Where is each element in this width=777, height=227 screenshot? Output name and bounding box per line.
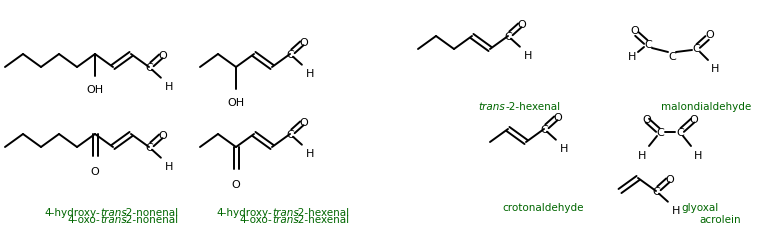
Text: C: C bbox=[286, 129, 294, 139]
Text: trans: trans bbox=[100, 214, 127, 224]
Text: C: C bbox=[145, 142, 153, 152]
Text: H: H bbox=[559, 143, 568, 153]
Text: H: H bbox=[165, 161, 172, 171]
Text: O: O bbox=[158, 51, 167, 61]
Text: C: C bbox=[644, 40, 652, 50]
Text: C: C bbox=[668, 52, 676, 62]
Text: H: H bbox=[638, 150, 646, 160]
Text: C: C bbox=[286, 50, 294, 60]
Text: OH: OH bbox=[228, 98, 245, 108]
Text: OH: OH bbox=[86, 85, 103, 95]
Text: H: H bbox=[305, 148, 314, 158]
Text: C: C bbox=[652, 186, 660, 196]
Text: C: C bbox=[145, 63, 153, 73]
Text: H: H bbox=[671, 205, 680, 215]
Text: O: O bbox=[642, 114, 651, 124]
Text: -2-hexenal: -2-hexenal bbox=[505, 101, 560, 111]
Text: O: O bbox=[689, 114, 698, 124]
Text: acrolein: acrolein bbox=[699, 214, 740, 224]
Text: C: C bbox=[504, 32, 512, 42]
Text: H: H bbox=[305, 69, 314, 79]
Text: O: O bbox=[665, 174, 674, 184]
Text: glyoxal: glyoxal bbox=[681, 202, 719, 212]
Text: trans: trans bbox=[272, 207, 298, 217]
Text: C: C bbox=[692, 44, 700, 54]
Text: malondialdehyde: malondialdehyde bbox=[661, 101, 751, 111]
Text: O: O bbox=[158, 130, 167, 140]
Text: trans: trans bbox=[479, 101, 505, 111]
Text: -2-nonenal: -2-nonenal bbox=[123, 214, 179, 224]
Text: O: O bbox=[630, 26, 639, 36]
Text: O: O bbox=[705, 30, 714, 40]
Text: 4-oxo-: 4-oxo- bbox=[68, 214, 100, 224]
Text: C: C bbox=[656, 127, 664, 137]
Text: -2-hexenal: -2-hexenal bbox=[294, 214, 350, 224]
Text: O: O bbox=[91, 166, 99, 176]
Text: O: O bbox=[232, 179, 240, 189]
Text: H: H bbox=[165, 82, 172, 92]
Text: -2-hexenal: -2-hexenal bbox=[294, 207, 350, 217]
Text: O: O bbox=[299, 38, 308, 48]
Text: -2-nonenal: -2-nonenal bbox=[123, 207, 179, 217]
Text: H: H bbox=[524, 51, 531, 61]
Text: trans: trans bbox=[100, 207, 127, 217]
Text: 4-hydroxy-: 4-hydroxy- bbox=[216, 207, 272, 217]
Text: O: O bbox=[299, 117, 308, 127]
Text: H: H bbox=[628, 52, 636, 62]
Text: H: H bbox=[711, 64, 720, 74]
Text: crotonaldehyde: crotonaldehyde bbox=[502, 202, 584, 212]
Text: trans: trans bbox=[272, 214, 298, 224]
Text: O: O bbox=[553, 112, 562, 122]
Text: 4-oxo-: 4-oxo- bbox=[239, 214, 272, 224]
Text: H: H bbox=[694, 150, 702, 160]
Text: 4-hydroxy-: 4-hydroxy- bbox=[44, 207, 100, 217]
Text: C: C bbox=[676, 127, 684, 137]
Text: C: C bbox=[540, 124, 548, 134]
Text: O: O bbox=[517, 20, 526, 30]
